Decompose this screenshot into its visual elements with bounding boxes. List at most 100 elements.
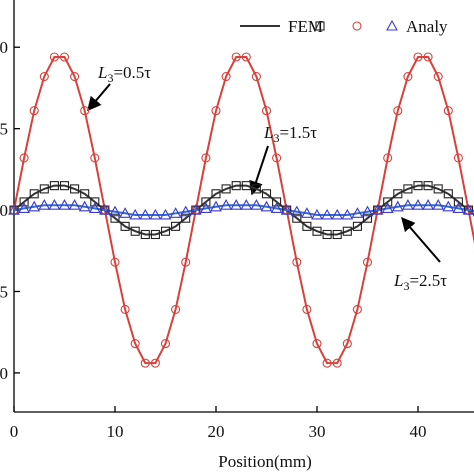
circle-marker (231, 52, 241, 62)
square-marker (443, 189, 453, 199)
x-tick-label: 20 (208, 422, 225, 441)
square-marker (211, 189, 221, 199)
annotation-main: L (393, 271, 403, 290)
square-marker (362, 213, 373, 223)
square-marker (49, 181, 59, 191)
circle-marker (342, 339, 352, 349)
square-marker (261, 189, 272, 199)
circle-marker (70, 71, 80, 82)
circle-marker (39, 71, 49, 82)
circle-marker (292, 257, 302, 267)
triangle-marker (149, 208, 162, 220)
triangle-marker (341, 208, 354, 220)
triangle-marker (442, 200, 455, 212)
annotation-sub: 3 (273, 131, 279, 145)
circle-marker (241, 52, 251, 62)
annotation-rest: =2.5τ (409, 271, 447, 290)
triangle-marker (260, 200, 273, 212)
square-marker (140, 229, 150, 240)
circle-marker (130, 339, 140, 349)
circle-marker (90, 153, 100, 163)
circle-marker (433, 71, 443, 82)
triangle-marker (88, 202, 101, 213)
annotation: L3=2.5τ (393, 271, 447, 293)
annotation: L3=0.5τ (97, 63, 151, 85)
circle-marker (413, 52, 423, 62)
circle-marker (322, 358, 332, 368)
square-marker (90, 197, 100, 207)
triangle-marker (38, 199, 51, 210)
square-marker (160, 226, 171, 236)
circle-marker (423, 52, 433, 62)
legend-label: Analy (406, 17, 448, 36)
x-tick-label: 40 (410, 422, 427, 441)
square-marker (342, 226, 352, 236)
triangle-marker (199, 202, 212, 213)
circle-marker (302, 304, 312, 314)
square-marker (292, 213, 302, 223)
triangle-marker (240, 199, 253, 210)
triangle-marker (220, 199, 233, 210)
circle-marker (393, 106, 403, 116)
triangle-marker (250, 199, 263, 210)
y-tick-label: 0 (0, 201, 8, 220)
triangle-marker (351, 207, 364, 218)
fem-line (13, 184, 474, 236)
y-tick-label: 0 (0, 364, 8, 383)
square-marker (352, 221, 362, 231)
triangle-marker (391, 200, 404, 212)
triangle-marker (452, 202, 465, 213)
square-marker (423, 181, 433, 191)
circle-marker (352, 21, 362, 31)
triangle-marker (311, 208, 323, 220)
annotation-rest: =1.5τ (279, 123, 317, 142)
triangle-marker (371, 203, 384, 215)
arrow (249, 145, 269, 196)
annotation-sub: 3 (403, 279, 409, 293)
circle-marker (453, 153, 463, 163)
square-marker (315, 21, 325, 31)
circle-marker (120, 304, 130, 314)
circle-marker (140, 358, 150, 368)
square-marker (453, 197, 463, 207)
square-marker (312, 226, 322, 236)
circle-marker (80, 106, 90, 116)
triangle-marker (48, 199, 61, 210)
triangle-marker (230, 199, 243, 210)
annotation-main: L (263, 123, 273, 142)
triangle-marker (28, 200, 41, 212)
triangle-marker (401, 199, 414, 210)
fem-line (13, 56, 474, 365)
y-tick-label: 0 (0, 38, 8, 57)
square-marker (231, 181, 241, 191)
square-marker (221, 184, 231, 194)
triangle-marker (300, 207, 313, 218)
circle-marker (29, 106, 39, 116)
square-marker (29, 189, 39, 199)
triangle-marker (412, 199, 424, 210)
arrow (401, 216, 441, 263)
triangle-marker (8, 203, 20, 215)
circle-marker (403, 71, 413, 82)
square-marker (241, 181, 251, 191)
square-marker (383, 197, 393, 207)
circle-marker (49, 52, 59, 62)
square-marker (403, 184, 413, 194)
triangle-marker (129, 208, 142, 220)
x-tick-label: 0 (10, 422, 19, 441)
circle-marker (150, 358, 160, 368)
square-marker (322, 229, 332, 240)
triangle-marker (98, 203, 111, 215)
square-marker (332, 229, 342, 240)
circle-marker (59, 52, 70, 62)
triangle-marker (290, 205, 303, 217)
triangle-marker (280, 203, 293, 215)
triangle-marker (68, 199, 81, 210)
triangle-marker (159, 208, 172, 220)
legend-label: FEM (288, 17, 323, 36)
circle-marker (261, 106, 272, 116)
annotation-sub: 3 (107, 71, 113, 85)
y-tick-label: 5 (0, 282, 8, 301)
triangle-marker (462, 203, 474, 215)
triangle-marker (109, 205, 121, 217)
